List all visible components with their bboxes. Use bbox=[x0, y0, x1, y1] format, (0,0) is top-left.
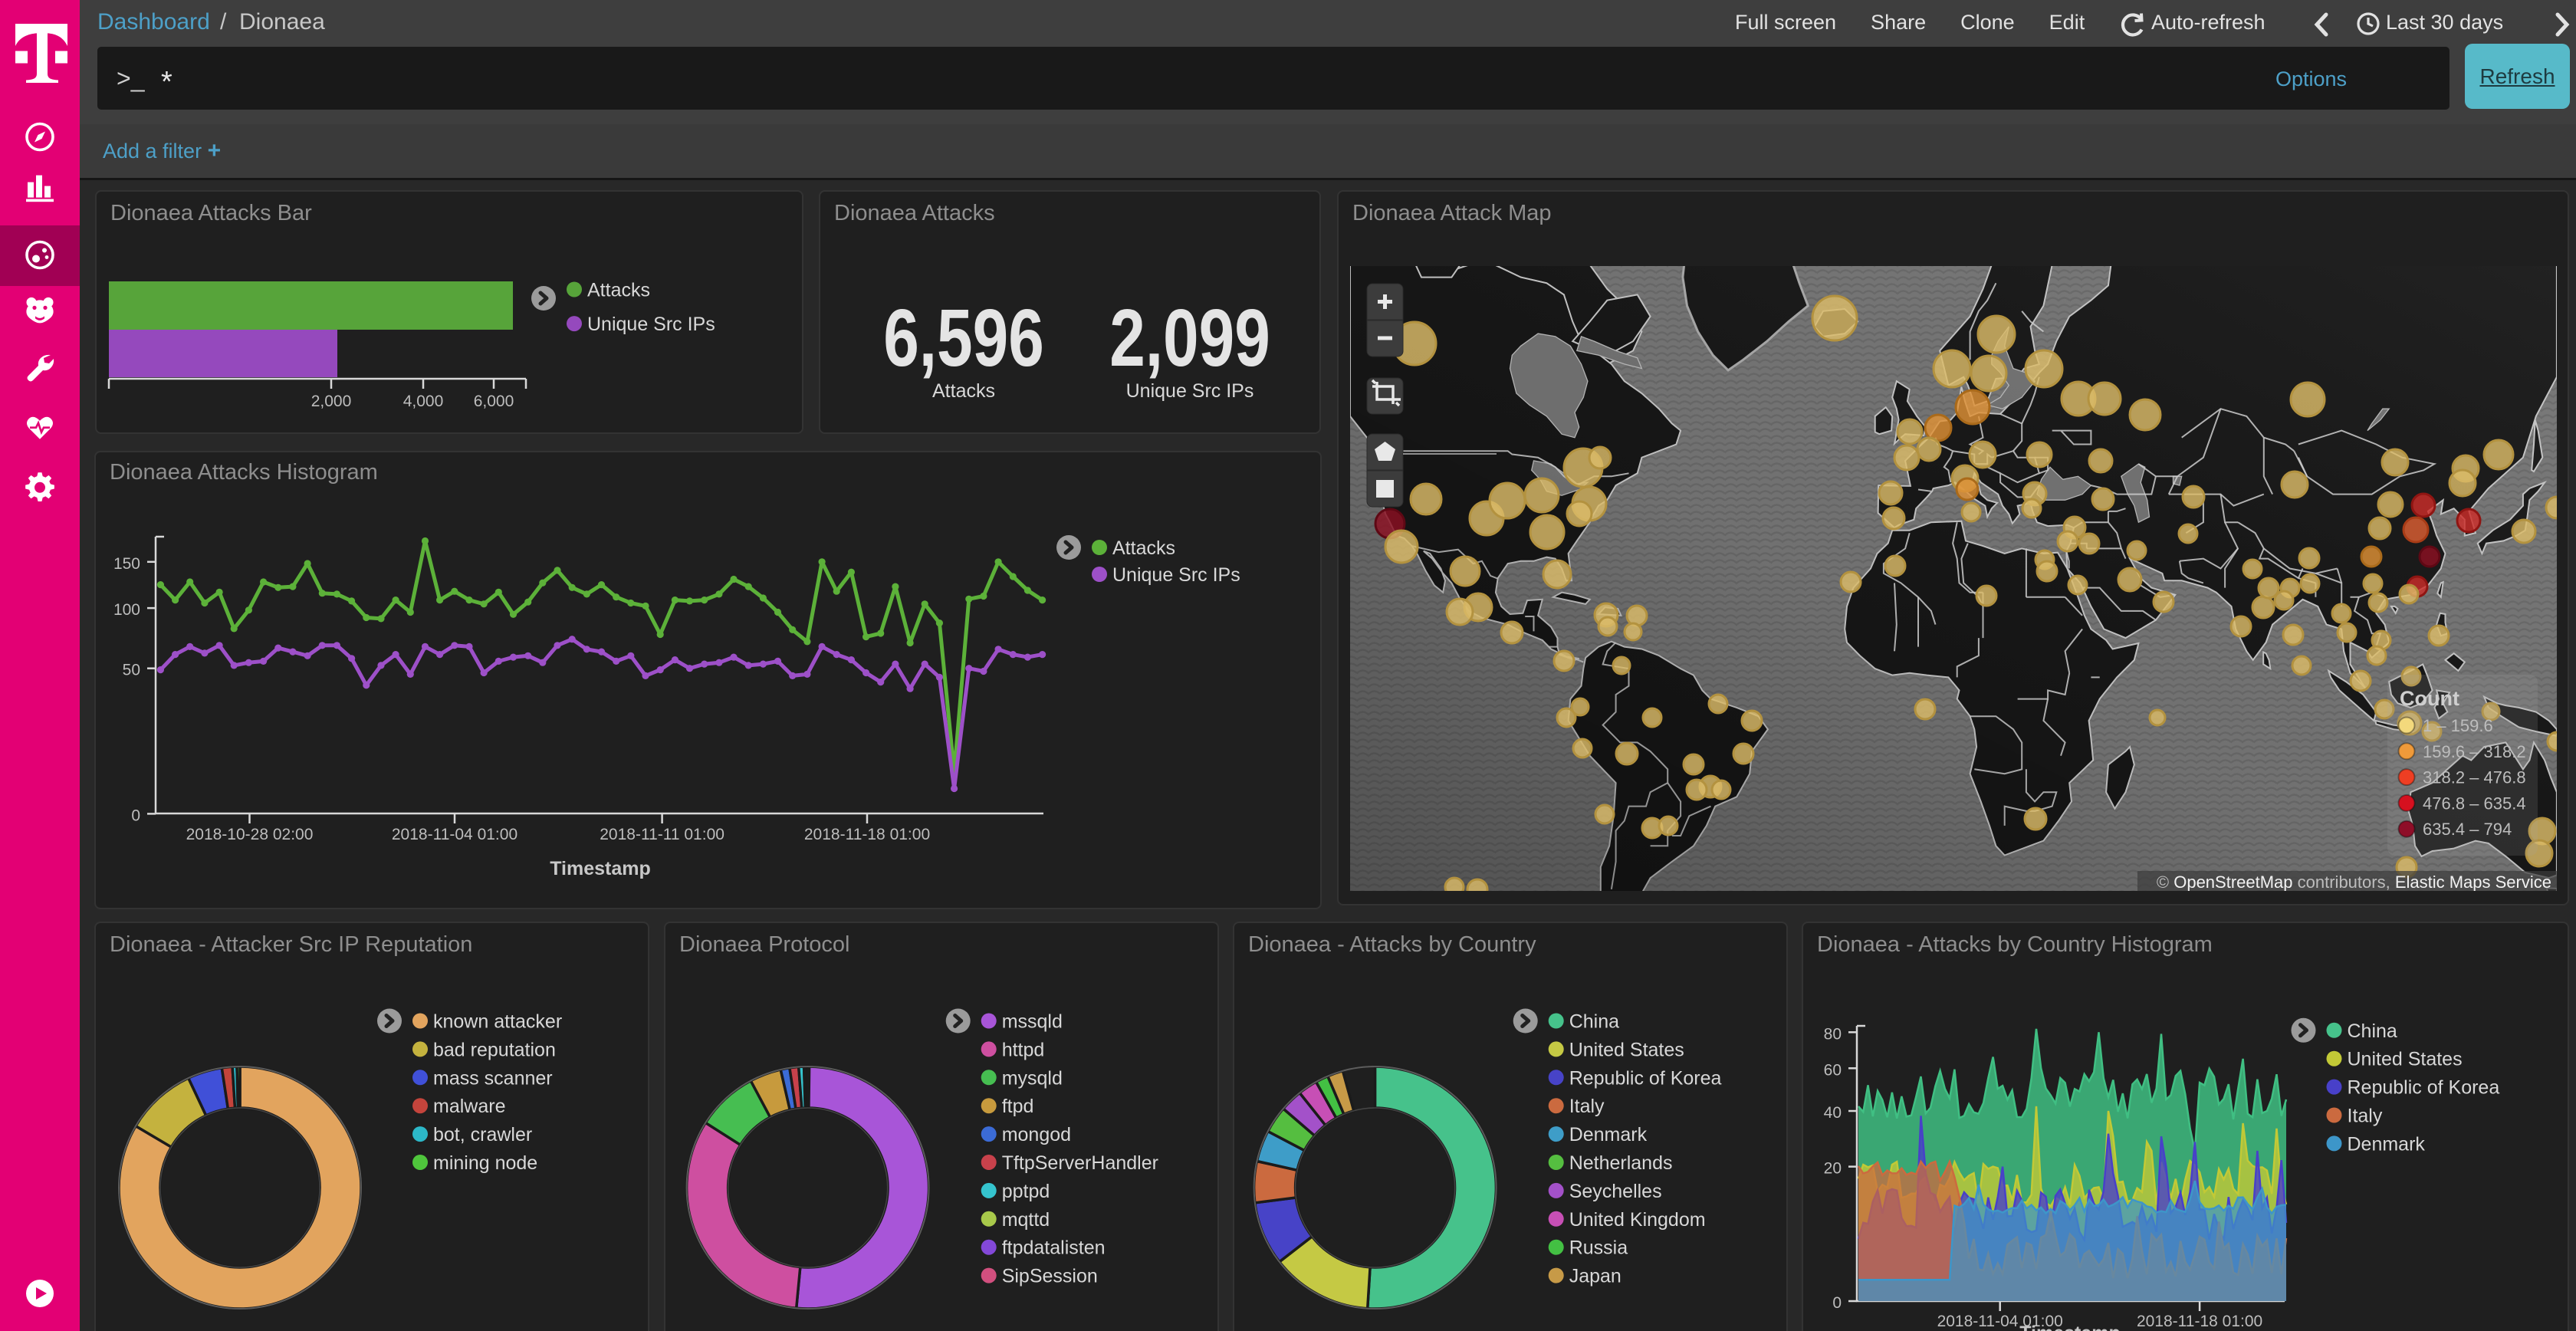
svg-text:mining node: mining node bbox=[433, 1152, 537, 1174]
svg-text:0: 0 bbox=[1832, 1294, 1842, 1312]
svg-text:pptpd: pptpd bbox=[1002, 1181, 1050, 1202]
svg-text:60: 60 bbox=[1824, 1061, 1842, 1079]
svg-text:159.6 – 318.2: 159.6 – 318.2 bbox=[2423, 742, 2526, 761]
svg-text:100: 100 bbox=[113, 601, 140, 619]
svg-text:2,000: 2,000 bbox=[311, 393, 352, 410]
svg-text:Attacks: Attacks bbox=[587, 280, 650, 301]
svg-text:Count: Count bbox=[2400, 687, 2459, 710]
svg-text:2018-11-04 01:00: 2018-11-04 01:00 bbox=[392, 826, 518, 843]
svg-text:ftpdatalisten: ftpdatalisten bbox=[1002, 1237, 1106, 1259]
svg-text:malware: malware bbox=[433, 1096, 505, 1117]
svg-text:© OpenStreetMap contributors,: © OpenStreetMap contributors, Elastic Ma… bbox=[2157, 873, 2551, 892]
svg-text:635.4 – 794: 635.4 – 794 bbox=[2423, 820, 2512, 839]
svg-text:United States: United States bbox=[1569, 1039, 1684, 1060]
svg-text:known attacker: known attacker bbox=[433, 1011, 562, 1033]
svg-text:Japan: Japan bbox=[1569, 1266, 1622, 1287]
svg-text:4,000: 4,000 bbox=[403, 393, 444, 410]
svg-text:Italy: Italy bbox=[1569, 1096, 1605, 1117]
svg-text:mysqld: mysqld bbox=[1002, 1067, 1063, 1089]
svg-text:Denmark: Denmark bbox=[2348, 1133, 2426, 1155]
svg-text:40: 40 bbox=[1824, 1104, 1842, 1122]
svg-text:476.8 – 635.4: 476.8 – 635.4 bbox=[2423, 794, 2526, 813]
svg-text:2018-11-18 01:00: 2018-11-18 01:00 bbox=[804, 826, 930, 843]
svg-text:2018-11-11 01:00: 2018-11-11 01:00 bbox=[600, 826, 724, 843]
svg-text:6,000: 6,000 bbox=[474, 393, 514, 410]
svg-text:Attacks: Attacks bbox=[1112, 537, 1175, 559]
svg-text:Unique Src IPs: Unique Src IPs bbox=[1112, 564, 1240, 586]
svg-text:318.2 – 476.8: 318.2 – 476.8 bbox=[2423, 768, 2526, 787]
svg-text:Timestamp: Timestamp bbox=[550, 858, 651, 879]
svg-text:United Kingdom: United Kingdom bbox=[1569, 1209, 1706, 1231]
svg-text:2018-10-28 02:00: 2018-10-28 02:00 bbox=[186, 826, 314, 843]
svg-text:Denmark: Denmark bbox=[1569, 1124, 1648, 1145]
svg-text:mass scanner: mass scanner bbox=[433, 1067, 553, 1089]
svg-text:SipSession: SipSession bbox=[1002, 1266, 1098, 1287]
svg-text:mssqld: mssqld bbox=[1002, 1011, 1063, 1033]
svg-text:mqttd: mqttd bbox=[1002, 1209, 1050, 1231]
svg-text:50: 50 bbox=[123, 662, 140, 679]
svg-text:Republic of Korea: Republic of Korea bbox=[2348, 1077, 2500, 1099]
svg-text:Timestamp: Timestamp bbox=[2019, 1323, 2121, 1331]
svg-text:Seychelles: Seychelles bbox=[1569, 1181, 1662, 1202]
svg-text:1 – 159.6: 1 – 159.6 bbox=[2423, 716, 2493, 735]
svg-text:httpd: httpd bbox=[1002, 1039, 1045, 1060]
svg-text:bad reputation: bad reputation bbox=[433, 1039, 556, 1060]
svg-text:80: 80 bbox=[1824, 1025, 1842, 1043]
svg-text:Netherlands: Netherlands bbox=[1569, 1152, 1673, 1174]
svg-text:Republic of Korea: Republic of Korea bbox=[1569, 1067, 1722, 1089]
svg-text:mongod: mongod bbox=[1002, 1124, 1071, 1145]
svg-text:Unique Src IPs: Unique Src IPs bbox=[587, 314, 715, 335]
svg-text:United States: United States bbox=[2348, 1049, 2463, 1070]
svg-text:2018-11-18 01:00: 2018-11-18 01:00 bbox=[2137, 1313, 2262, 1330]
svg-text:2018-11-04 01:00: 2018-11-04 01:00 bbox=[1937, 1313, 2063, 1330]
svg-text:Italy: Italy bbox=[2348, 1106, 2383, 1127]
svg-text:150: 150 bbox=[113, 555, 140, 573]
svg-text:bot, crawler: bot, crawler bbox=[433, 1124, 532, 1145]
svg-text:China: China bbox=[2348, 1020, 2397, 1042]
svg-text:ftpd: ftpd bbox=[1002, 1096, 1034, 1117]
svg-text:20: 20 bbox=[1824, 1160, 1842, 1178]
svg-text:0: 0 bbox=[131, 807, 140, 824]
svg-text:Russia: Russia bbox=[1569, 1237, 1628, 1259]
svg-text:China: China bbox=[1569, 1011, 1619, 1033]
svg-text:TftpServerHandler: TftpServerHandler bbox=[1002, 1152, 1158, 1174]
